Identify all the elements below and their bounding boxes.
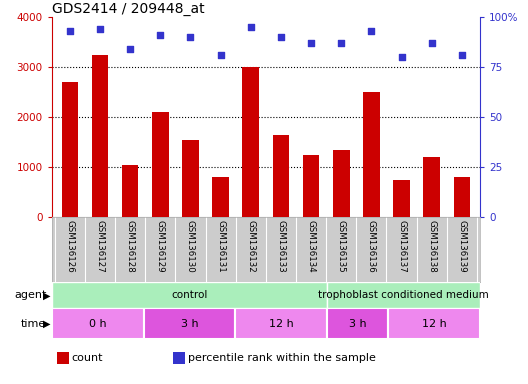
Text: GSM136126: GSM136126 [65, 220, 74, 273]
Text: GSM136127: GSM136127 [96, 220, 105, 273]
Text: trophoblast conditioned medium: trophoblast conditioned medium [318, 290, 489, 300]
Point [337, 40, 345, 46]
Text: GSM136138: GSM136138 [427, 220, 436, 273]
Bar [393, 180, 410, 217]
Point [277, 34, 285, 40]
Bar [212, 177, 229, 217]
Point [126, 46, 134, 52]
Text: 3 h: 3 h [349, 319, 366, 329]
Bar [327, 308, 388, 339]
Bar [52, 308, 144, 339]
Point [65, 28, 74, 34]
Bar [52, 282, 327, 308]
Text: GSM136136: GSM136136 [367, 220, 376, 273]
Point [247, 24, 255, 30]
Bar [235, 308, 327, 339]
Point [96, 26, 104, 32]
Text: count: count [72, 353, 103, 363]
Point [216, 52, 225, 58]
Bar [122, 165, 138, 217]
Bar [152, 112, 168, 217]
Bar [454, 177, 470, 217]
Text: ▶: ▶ [43, 290, 51, 300]
Point [428, 40, 436, 46]
Text: 12 h: 12 h [269, 319, 294, 329]
Text: GDS2414 / 209448_at: GDS2414 / 209448_at [52, 2, 204, 16]
Bar [423, 157, 440, 217]
Text: GSM136135: GSM136135 [337, 220, 346, 273]
Bar [92, 55, 108, 217]
Text: GSM136130: GSM136130 [186, 220, 195, 273]
Bar [182, 140, 199, 217]
Text: percentile rank within the sample: percentile rank within the sample [188, 353, 376, 363]
Bar [144, 308, 235, 339]
Point [186, 34, 195, 40]
Text: GSM136128: GSM136128 [126, 220, 135, 273]
Point [367, 28, 375, 34]
Point [156, 32, 165, 38]
Text: agent: agent [14, 290, 46, 300]
Bar [272, 135, 289, 217]
Text: 12 h: 12 h [422, 319, 447, 329]
Bar [363, 92, 380, 217]
Text: control: control [171, 290, 208, 300]
Text: GSM136134: GSM136134 [307, 220, 316, 273]
Text: GSM136137: GSM136137 [397, 220, 406, 273]
Text: GSM136129: GSM136129 [156, 220, 165, 273]
Bar [333, 150, 350, 217]
Text: time: time [21, 319, 46, 329]
Text: GSM136133: GSM136133 [277, 220, 286, 273]
Text: ▶: ▶ [43, 319, 51, 329]
Bar [388, 308, 480, 339]
Text: GSM136131: GSM136131 [216, 220, 225, 273]
Text: GSM136139: GSM136139 [457, 220, 466, 273]
Bar [62, 82, 78, 217]
Point [458, 52, 466, 58]
Text: 0 h: 0 h [89, 319, 107, 329]
Bar [303, 155, 319, 217]
Text: 3 h: 3 h [181, 319, 198, 329]
Point [307, 40, 315, 46]
Bar [242, 67, 259, 217]
Point [398, 54, 406, 60]
Bar [327, 282, 480, 308]
Text: GSM136132: GSM136132 [246, 220, 255, 273]
